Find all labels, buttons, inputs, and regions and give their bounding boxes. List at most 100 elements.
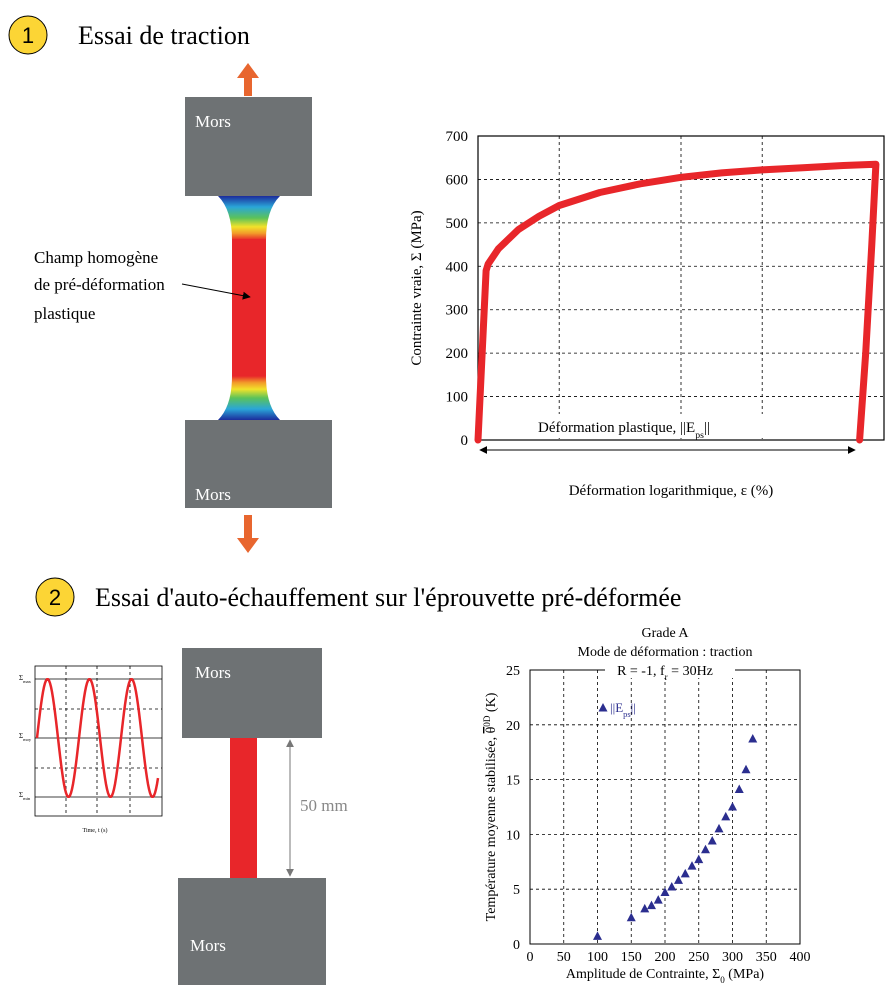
x-tick-label: 300	[722, 950, 743, 965]
annotation-bg	[535, 414, 775, 438]
y-tick-label: 300	[446, 303, 469, 319]
specimen-gauge	[232, 239, 266, 377]
y-tick-label: 25	[506, 664, 520, 679]
y-tick-label: 500	[446, 216, 469, 232]
specimen-gauge	[230, 738, 257, 878]
annotation-part: Déformation plastique, ||E	[538, 420, 695, 436]
y-axis-label-part: (K)	[484, 692, 499, 715]
level-label-part: moy	[23, 737, 32, 742]
title-bg	[605, 662, 735, 678]
chart-conditions: R = -1, fr = 30Hz	[617, 664, 713, 682]
level-label-part: max	[23, 679, 32, 684]
y-tick-label: 10	[506, 828, 520, 843]
y-axis-label: Température moyenne stabilisée, θ0D (K)	[482, 692, 499, 921]
y-tick-label: 15	[506, 774, 520, 789]
specimen-fillet	[218, 376, 280, 420]
y-tick-label: 20	[506, 719, 520, 734]
annotation: plastique	[34, 304, 95, 323]
annotation: de pré-déformation	[34, 275, 165, 294]
step-number: 1	[22, 23, 34, 48]
data-point	[653, 895, 663, 904]
signal-wave	[35, 677, 160, 799]
chart-conditions-part: = 30Hz	[668, 664, 713, 679]
step-title: Essai d'auto-échauffement sur l'éprouvet…	[95, 583, 681, 612]
grip-label: Mors	[195, 112, 231, 131]
data-point	[593, 931, 602, 940]
grip-label: Mors	[195, 485, 231, 504]
y-tick-label: 200	[446, 346, 469, 362]
x-tick-label: 100	[587, 950, 608, 965]
x-axis-label-part: Amplitude de Contrainte, Σ	[566, 967, 720, 982]
step-badge	[8, 15, 48, 55]
chart-subtitle: Mode de déformation : traction	[578, 645, 753, 660]
y-tick-label: 5	[513, 883, 520, 898]
level-label: Σmoy	[19, 732, 32, 742]
grip	[178, 878, 326, 985]
grip	[185, 97, 312, 196]
plot-frame	[529, 669, 801, 945]
y-axis-label-part: Température moyenne stabilisée,	[484, 733, 499, 921]
load-arrow	[237, 63, 259, 96]
x-axis-label-part: 0	[720, 975, 725, 985]
legend-label-part: ||E	[610, 700, 623, 715]
data-point	[714, 823, 724, 833]
x-tick-label: 200	[655, 950, 676, 965]
data-point	[626, 912, 636, 922]
step-number: 2	[49, 585, 61, 610]
chart-conditions-part: r	[665, 672, 668, 682]
data-point	[660, 887, 670, 896]
x-axis-label: Amplitude de Contrainte, Σ0 (MPa)	[566, 967, 765, 985]
y-tick-label: 0	[461, 433, 469, 449]
level-label-part: Σ	[19, 674, 23, 682]
y-tick-label: 400	[446, 259, 469, 275]
y-tick-label: 600	[446, 172, 469, 188]
x-tick-label: 250	[688, 950, 709, 965]
data-point	[674, 875, 683, 884]
stress-strain-curve	[474, 160, 880, 444]
data-point	[694, 854, 704, 864]
x-tick-label: 350	[756, 950, 777, 965]
x-tick-label: 0	[527, 950, 534, 965]
x-tick-label: 150	[621, 950, 642, 965]
legend-marker	[598, 703, 608, 712]
level-label-part: min	[23, 796, 31, 801]
step-badge	[35, 577, 75, 617]
inset-frame	[34, 665, 163, 817]
level-label: Σmax	[19, 674, 32, 684]
grip-label: Mors	[195, 663, 231, 682]
grip-label: Mors	[190, 936, 226, 955]
plot-frame	[477, 135, 885, 441]
data-point	[748, 734, 758, 743]
data-point	[667, 882, 677, 891]
chart-conditions-part: R = -1, f	[617, 664, 665, 679]
y-axis-label-part: θ	[484, 726, 499, 733]
legend-label: ||Eps||	[610, 700, 636, 719]
grip	[182, 648, 322, 738]
y-axis-label: Contrainte vraie, Σ (MPa)	[409, 210, 425, 365]
grip	[185, 420, 332, 508]
y-axis-label-part: 0D	[482, 715, 492, 727]
level-label: Σmin	[19, 791, 31, 801]
data-point	[734, 784, 744, 793]
y-tick-label: 0	[513, 938, 520, 953]
dimension-label: 50 mm	[300, 796, 348, 815]
x-tick-label: 50	[557, 950, 571, 965]
annotation-arrow	[181, 283, 251, 300]
specimen-fillet	[218, 196, 280, 240]
legend-label-part: ps	[623, 709, 631, 719]
data-point	[687, 861, 697, 870]
level-label-part: Σ	[19, 791, 23, 799]
annotation: Champ homogène	[34, 248, 158, 267]
data-point	[680, 868, 690, 878]
annotation-part: ||	[704, 420, 710, 436]
data-point	[741, 764, 751, 774]
x-tick-label: 400	[790, 950, 811, 965]
data-point	[721, 811, 731, 821]
data-point	[707, 835, 717, 845]
signal-inset: Time, t (s)	[34, 665, 163, 834]
data-point	[701, 844, 710, 854]
load-arrow	[237, 515, 259, 553]
y-tick-label: 700	[446, 129, 469, 145]
